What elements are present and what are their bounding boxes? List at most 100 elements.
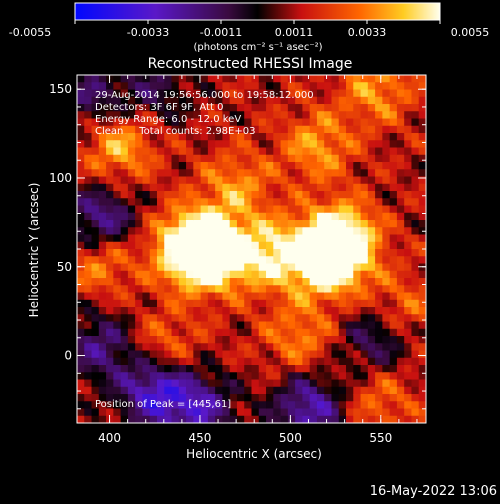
heatmap-cell [316, 234, 325, 243]
heatmap-cell [222, 227, 231, 236]
heatmap-cell [200, 169, 209, 178]
heatmap-cell [127, 372, 136, 381]
heatmap-cell [236, 169, 245, 178]
heatmap-cell [338, 234, 347, 243]
heatmap-cell [207, 205, 216, 214]
heatmap-cell [266, 227, 274, 236]
heatmap-cell [236, 176, 245, 185]
heatmap-cell [389, 350, 398, 359]
heatmap-cell [98, 118, 107, 127]
heatmap-cell [302, 176, 311, 185]
heatmap-cell [251, 227, 260, 236]
heatmap-cell [375, 147, 383, 156]
heatmap-cell [236, 111, 245, 120]
heatmap-cell [389, 125, 398, 134]
heatmap-cell [302, 350, 311, 359]
heatmap-cell [287, 234, 296, 243]
annotation-line: 29-Aug-2014 19:56:56.000 to 19:58:12.000 [95, 90, 314, 101]
heatmap-cell [91, 299, 100, 308]
heatmap-cell [418, 220, 426, 228]
heatmap-cell [186, 183, 194, 192]
heatmap-cell [77, 82, 85, 91]
heatmap-cell [360, 321, 369, 330]
heatmap-cell [215, 205, 224, 214]
heatmap-cell [106, 227, 114, 236]
heatmap-cell [178, 227, 187, 236]
heatmap-cell [149, 321, 158, 330]
heatmap-cell [418, 147, 426, 156]
heatmap-cell [353, 343, 362, 352]
heatmap-cell [98, 307, 107, 315]
heatmap-cell [98, 176, 107, 185]
heatmap-cell [236, 336, 245, 344]
heatmap-cell [404, 299, 413, 308]
heatmap-cell [120, 75, 129, 83]
heatmap-cell [207, 118, 216, 127]
heatmap-cell [91, 133, 100, 141]
heatmap-cell [273, 415, 282, 423]
heatmap-cell [84, 314, 93, 323]
heatmap-cell [266, 328, 274, 337]
heatmap-cell [309, 394, 318, 402]
heatmap-cell [106, 350, 114, 359]
heatmap-cell [411, 198, 420, 207]
heatmap-cell [287, 256, 296, 265]
heatmap-cell [106, 386, 114, 395]
heatmap-cell [338, 249, 347, 257]
heatmap-cell [375, 191, 383, 199]
heatmap-cell [273, 191, 282, 199]
heatmap-cell [200, 270, 209, 279]
heatmap-cell [215, 183, 224, 192]
heatmap-cell [222, 263, 231, 272]
heatmap-cell [164, 415, 173, 423]
heatmap-cell [266, 249, 274, 257]
heatmap-cell [193, 408, 202, 417]
heatmap-cell [98, 140, 107, 149]
heatmap-cell [389, 386, 398, 395]
heatmap-cell [229, 212, 238, 221]
heatmap-cell [266, 75, 274, 83]
heatmap-cell [200, 212, 209, 221]
heatmap-cell [353, 285, 362, 294]
heatmap-cell [324, 263, 333, 272]
heatmap-cell [135, 169, 144, 178]
heatmap-cell [324, 328, 333, 337]
heatmap-cell [120, 401, 129, 410]
heatmap-cell [404, 198, 413, 207]
heatmap-cell [77, 234, 85, 243]
heatmap-cell [120, 328, 129, 337]
heatmap-cell [113, 292, 122, 301]
heatmap-cell [113, 307, 122, 315]
heatmap-cell [316, 198, 325, 207]
heatmap-cell [91, 307, 100, 315]
heatmap-cell [236, 205, 245, 214]
heatmap-cell [178, 343, 187, 352]
heatmap-cell [164, 125, 173, 134]
heatmap-cell [324, 408, 333, 417]
heatmap-cell [324, 75, 333, 83]
heatmap-cell [164, 198, 173, 207]
heatmap-cell [186, 292, 194, 301]
heatmap-cell [149, 169, 158, 178]
heatmap-cell [178, 212, 187, 221]
heatmap-cell [178, 336, 187, 344]
heatmap-cell [418, 415, 426, 423]
heatmap-cell [280, 118, 289, 127]
heatmap-cell [207, 220, 216, 228]
heatmap-cell [113, 227, 122, 236]
heatmap-cell [236, 343, 245, 352]
heatmap-cell [236, 234, 245, 243]
heatmap-cell [302, 162, 311, 170]
heatmap-cell [164, 343, 173, 352]
heatmap-cell [251, 89, 260, 98]
heatmap-cell [171, 140, 180, 149]
heatmap-cell [353, 147, 362, 156]
heatmap-cell [113, 198, 122, 207]
heatmap-cell [215, 198, 224, 207]
heatmap-cell [120, 191, 129, 199]
heatmap-cell [178, 328, 187, 337]
heatmap-cell [149, 111, 158, 120]
heatmap-cell [396, 292, 405, 301]
heatmap-cell [135, 212, 144, 221]
heatmap-cell [106, 299, 114, 308]
